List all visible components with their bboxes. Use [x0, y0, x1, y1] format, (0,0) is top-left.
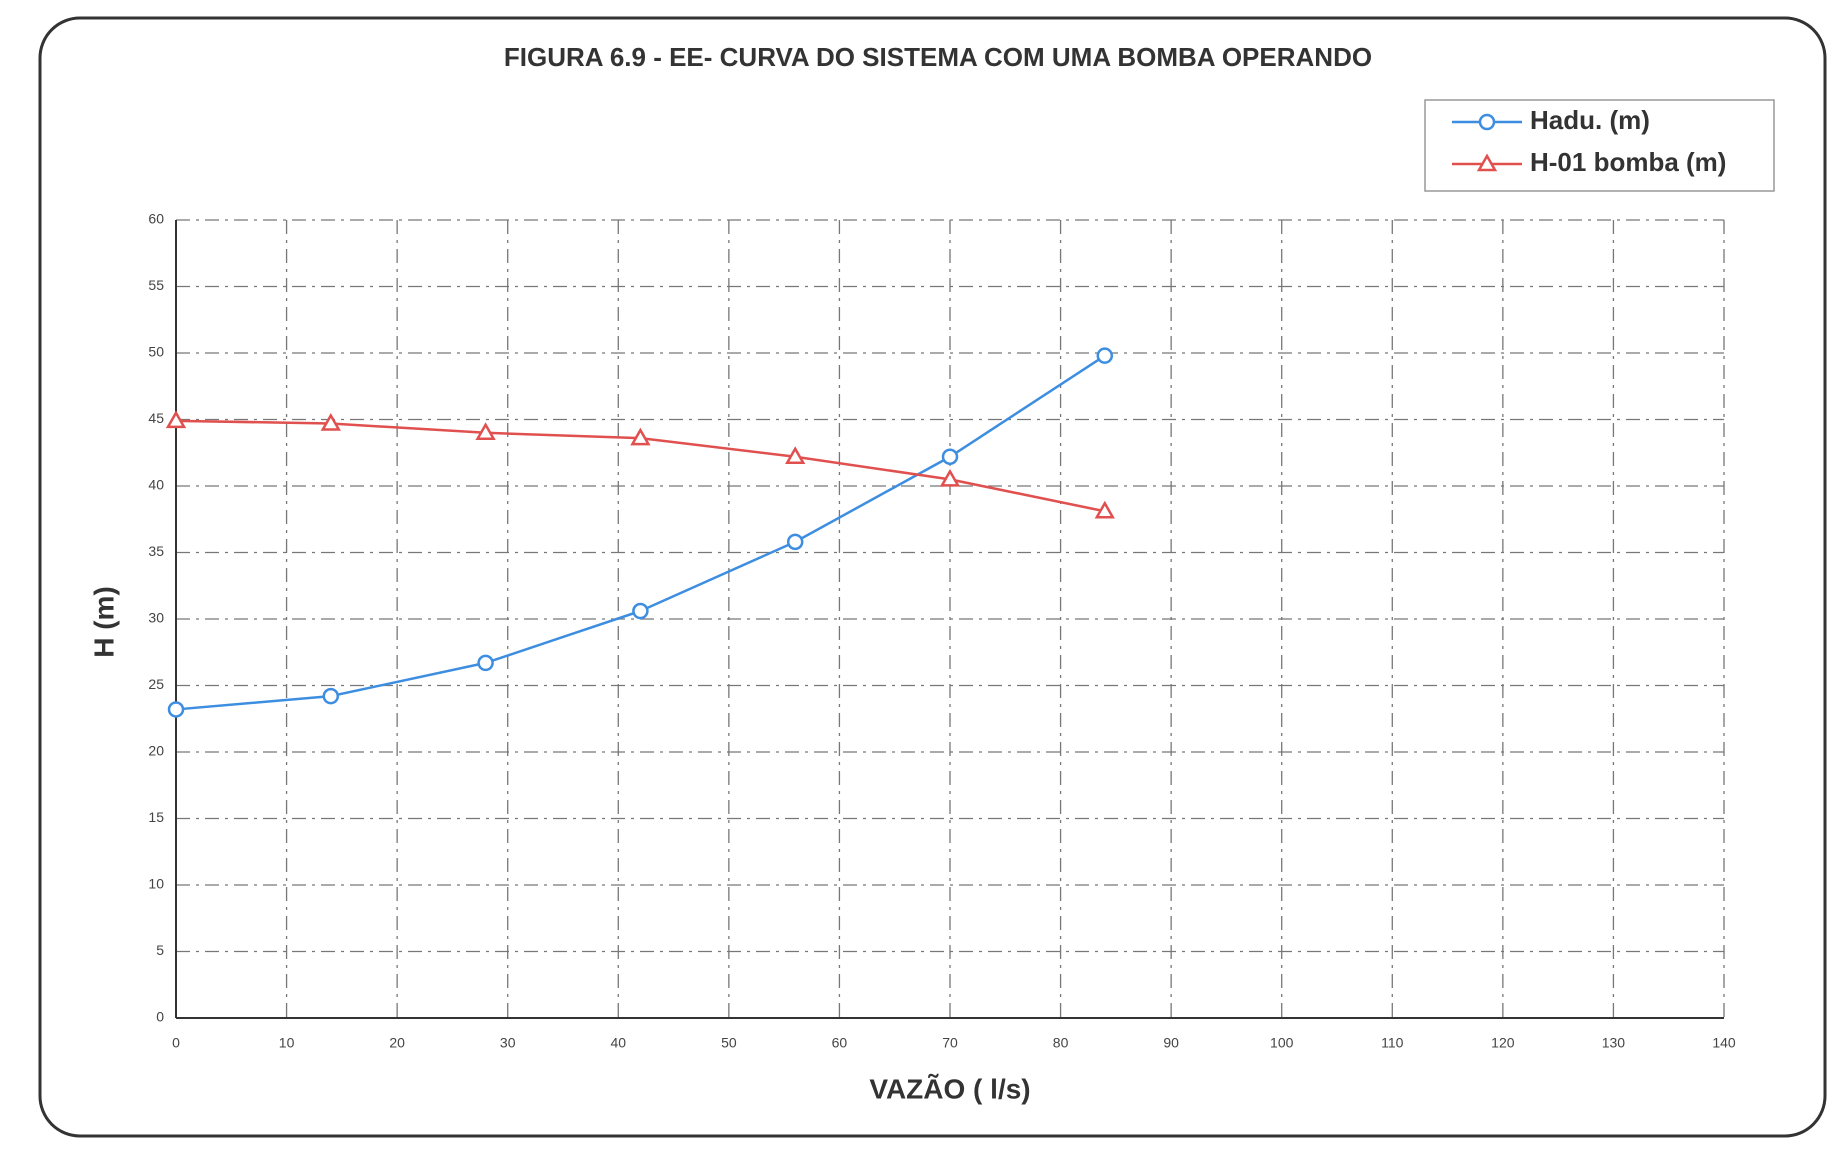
x-tick-label: 80: [1053, 1035, 1069, 1051]
marker: [630, 427, 651, 446]
y-tick-label: 20: [148, 743, 164, 759]
y-tick-label: 55: [148, 277, 164, 293]
x-tick-label: 120: [1491, 1035, 1515, 1051]
marker: [1478, 113, 1496, 131]
x-tick-label: 90: [1163, 1035, 1179, 1051]
marker: [167, 701, 185, 718]
marker: [1094, 500, 1115, 519]
marker: [320, 412, 341, 431]
y-tick-label: 15: [148, 809, 164, 825]
marker: [165, 410, 187, 429]
y-tick-label: 60: [148, 211, 164, 227]
x-tick-label: 110: [1381, 1035, 1404, 1051]
x-tick-label: 100: [1270, 1035, 1294, 1051]
x-tick-label: 20: [389, 1035, 405, 1051]
x-tick-label: 140: [1712, 1035, 1736, 1051]
marker: [941, 448, 959, 465]
frame: [38, 16, 1827, 1138]
y-tick-label: 10: [148, 876, 164, 892]
x-tick-label: 50: [721, 1035, 737, 1051]
marker: [322, 687, 340, 705]
marker: [475, 422, 496, 441]
y-axis-label: H (m): [88, 586, 119, 658]
marker: [939, 468, 961, 487]
y-tick-label: 50: [148, 344, 164, 360]
y-tick-label: 35: [148, 543, 164, 559]
y-tick-label: 40: [148, 477, 164, 493]
x-tick-label: 70: [942, 1035, 958, 1051]
legend-label: H-01 bomba (m): [1530, 147, 1726, 177]
marker: [1096, 347, 1114, 364]
y-tick-label: 0: [156, 1009, 164, 1025]
marker: [1476, 153, 1498, 172]
x-tick-label: 10: [279, 1035, 295, 1051]
x-tick-label: 30: [500, 1035, 516, 1051]
y-tick-label: 5: [156, 942, 164, 958]
chart-title: FIGURA 6.9 - EE- CURVA DO SISTEMA COM UM…: [504, 42, 1372, 72]
y-tick-label: 25: [148, 676, 164, 692]
x-axis-label: VAZÃO ( l/s): [869, 1073, 1030, 1104]
x-tick-label: 60: [832, 1035, 848, 1051]
legend-label: Hadu. (m): [1530, 105, 1650, 135]
x-tick-label: 130: [1602, 1035, 1626, 1051]
marker: [785, 446, 806, 464]
marker: [632, 602, 649, 620]
marker: [477, 654, 494, 672]
y-tick-label: 45: [148, 410, 164, 426]
marker: [786, 533, 804, 551]
x-tick-label: 0: [172, 1035, 180, 1051]
x-tick-label: 40: [610, 1035, 626, 1051]
y-tick-label: 30: [148, 610, 164, 626]
